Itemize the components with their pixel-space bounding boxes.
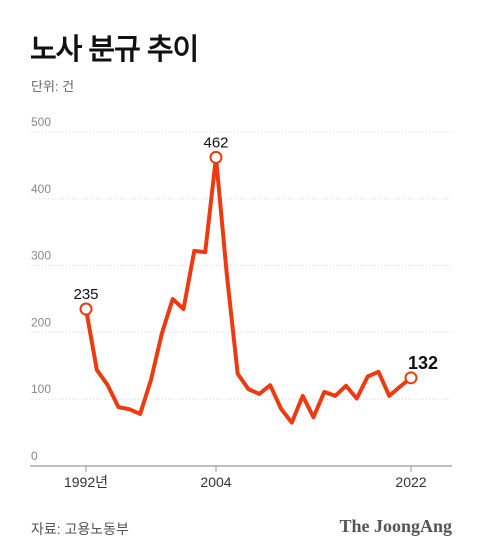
series-line [84, 155, 413, 425]
data-label: 462 [203, 134, 228, 151]
y-tick-label: 100 [31, 382, 51, 396]
source-label: 자료: 고용노동부 [31, 521, 129, 537]
y-tick-label: 400 [31, 182, 51, 196]
chart-title: 노사 분규 추이 [30, 34, 199, 66]
data-point-marker [404, 371, 418, 385]
unit-label: 단위: 건 [31, 79, 75, 94]
y-tick-label: 300 [31, 249, 51, 263]
y-tick-label: 0 [31, 449, 38, 463]
data-point-marker [79, 302, 93, 316]
y-tick-label: 500 [31, 115, 51, 129]
data-point-marker [209, 150, 223, 164]
data-label: 235 [73, 286, 98, 303]
x-tick-label: 2022 [395, 474, 426, 490]
x-tick-label: 1992년 [64, 474, 108, 490]
publisher-logo: The JoongAng [339, 516, 452, 536]
y-tick-label: 200 [31, 315, 51, 329]
data-label: 132 [408, 353, 438, 373]
x-tick-label: 2004 [200, 474, 231, 490]
